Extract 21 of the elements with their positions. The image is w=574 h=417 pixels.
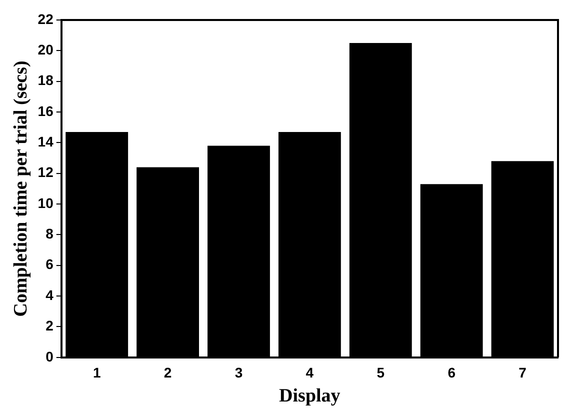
x-tick-label: 2 — [164, 364, 172, 381]
x-tick-label: 1 — [92, 364, 101, 381]
y-tick-label: 12 — [38, 164, 54, 180]
y-tick-label: 14 — [38, 134, 54, 150]
x-tick-label: 7 — [518, 364, 527, 381]
y-tick-label: 16 — [38, 102, 54, 119]
x-tick-label: 4 — [306, 364, 314, 381]
y-tick-label: 10 — [38, 194, 54, 211]
y-tick-label: 8 — [46, 226, 54, 242]
y-tick-label: 0 — [46, 348, 54, 364]
x-tick-label: 5 — [376, 364, 385, 381]
y-tick-label: 6 — [46, 256, 54, 272]
y-axis-title: Completion time per trial (secs) — [10, 60, 32, 317]
y-tick-label: 20 — [38, 42, 54, 58]
y-tick-label: 18 — [38, 72, 54, 88]
x-tick-label: 3 — [234, 364, 243, 381]
y-tick-label: 2 — [46, 318, 54, 334]
y-tick-label: 22 — [38, 10, 54, 27]
y-tick-label: 4 — [46, 286, 54, 303]
x-tick-label: 6 — [448, 364, 456, 381]
x-axis-title: Display — [279, 386, 341, 407]
